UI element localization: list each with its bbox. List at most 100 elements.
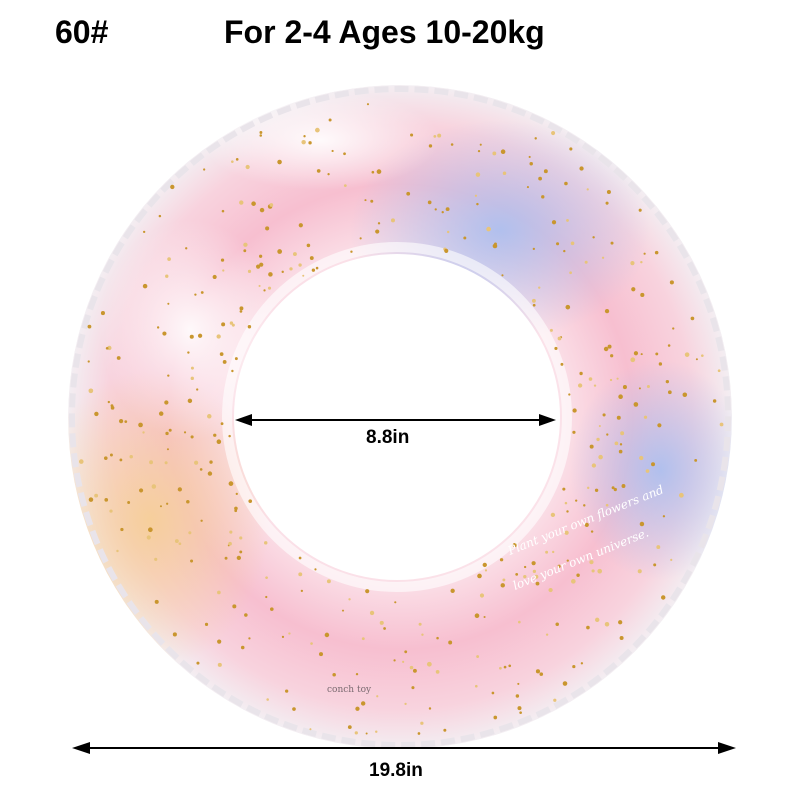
glitter-dot — [445, 207, 450, 212]
glitter-dot — [394, 601, 397, 604]
glitter-dot — [243, 242, 248, 247]
glitter-dot — [531, 298, 536, 303]
glitter-dot — [563, 249, 566, 253]
glitter-dot — [653, 563, 657, 567]
glitter-dot — [265, 226, 270, 231]
glitter-dot — [594, 488, 599, 492]
glitter-dot — [94, 411, 99, 417]
glitter-dot — [437, 133, 442, 138]
glitter-dot — [217, 639, 222, 644]
glitter-dot — [640, 292, 645, 298]
size-code: 60# — [55, 14, 109, 50]
glitter-dot — [638, 387, 641, 390]
glitter-dot — [695, 358, 698, 361]
glitter-dot — [486, 226, 491, 232]
glitter-dot — [551, 220, 557, 225]
glitter-dot — [667, 390, 672, 395]
glitter-dot — [517, 706, 522, 711]
glitter-dot — [343, 152, 346, 156]
glitter-dot — [177, 487, 182, 492]
glitter-dot — [383, 627, 386, 630]
glitter-dot — [584, 260, 588, 264]
glitter-dot — [156, 326, 160, 329]
glitter-dot — [166, 502, 169, 505]
glitter-dot — [598, 454, 603, 460]
glitter-dot — [376, 169, 382, 174]
glitter-dot — [298, 572, 303, 577]
glitter-dot — [142, 230, 146, 234]
glitter-dot — [361, 637, 365, 641]
glitter-dot — [377, 222, 381, 225]
glitter-dot — [110, 404, 114, 408]
glitter-dot — [479, 593, 485, 598]
glitter-dot — [370, 199, 374, 203]
glitter-dot — [493, 715, 498, 720]
glitter-dot — [526, 186, 529, 189]
outer-dimension-arrow — [72, 742, 736, 754]
glitter-dot — [188, 531, 192, 535]
glitter-dot — [523, 574, 527, 579]
glitter-dot — [119, 458, 123, 462]
glitter-dot — [584, 522, 589, 527]
glitter-dot — [545, 550, 549, 554]
glitter-dot — [579, 371, 583, 376]
glitter-dot — [670, 558, 673, 561]
glitter-dot — [332, 672, 336, 677]
glitter-dot — [315, 266, 319, 270]
glitter-dot — [662, 515, 666, 518]
glitter-dot — [213, 433, 217, 437]
glitter-dot — [491, 691, 495, 695]
glitter-dot — [605, 201, 609, 205]
glitter-dot — [243, 249, 247, 253]
glitter-dot — [231, 369, 234, 373]
glitter-dot — [265, 576, 268, 580]
glitter-dot — [654, 250, 659, 255]
glitter-dot — [178, 542, 182, 546]
glitter-dot — [474, 613, 480, 619]
glitter-dot — [79, 459, 84, 464]
glitter-dot — [534, 574, 539, 579]
glitter-dot — [616, 415, 621, 420]
glitter-dot — [550, 512, 556, 518]
glitter-dot — [371, 170, 375, 174]
glitter-dot — [166, 448, 169, 451]
glitter-dot — [316, 169, 321, 173]
glitter-dot — [643, 415, 648, 419]
glitter-dot — [577, 383, 583, 388]
glitter-dot — [572, 408, 577, 413]
glitter-dot — [264, 541, 268, 545]
glitter-dot — [239, 550, 243, 554]
glitter-dot — [324, 632, 330, 638]
glitter-dot — [375, 730, 378, 733]
glitter-dot — [124, 420, 128, 424]
glitter-dot — [606, 433, 609, 436]
glitter-dot — [162, 331, 167, 336]
glitter-dot — [712, 399, 717, 403]
glitter-dot — [231, 323, 235, 327]
glitter-dot — [231, 160, 234, 163]
glitter-dot — [118, 419, 124, 424]
glitter-dot — [364, 199, 367, 202]
glitter-dot — [684, 352, 690, 357]
glitter-dot — [292, 707, 296, 711]
glitter-dot — [167, 257, 171, 261]
brand-label: conch toy — [327, 685, 372, 695]
glitter-dots — [79, 103, 724, 735]
glitter-dot — [138, 422, 143, 428]
glitter-dot — [592, 236, 595, 239]
glitter-dot — [149, 460, 154, 465]
glitter-dot — [661, 595, 666, 600]
glitter-dot — [190, 376, 194, 381]
glitter-dot — [247, 325, 252, 329]
glitter-dot — [569, 147, 573, 151]
glitter-dot — [151, 484, 157, 489]
glitter-dot — [418, 622, 422, 626]
glitter-dot — [404, 650, 408, 654]
glitter-dot — [565, 304, 571, 310]
glitter-dot — [564, 501, 568, 505]
glitter-dot — [605, 503, 609, 507]
glitter-dot — [222, 360, 227, 364]
glitter-dot — [433, 134, 437, 138]
glitter-dot — [187, 351, 190, 354]
inner-dimension-arrow — [235, 414, 556, 426]
